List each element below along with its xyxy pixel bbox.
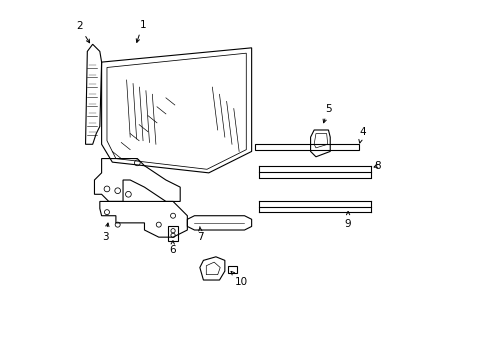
Text: 4: 4 — [358, 127, 365, 143]
Text: 6: 6 — [169, 241, 175, 255]
Text: 3: 3 — [102, 223, 109, 242]
Text: 7: 7 — [197, 226, 204, 242]
Text: 9: 9 — [344, 211, 351, 229]
Text: 10: 10 — [231, 271, 247, 287]
Text: 1: 1 — [136, 19, 146, 42]
Text: 8: 8 — [373, 161, 380, 171]
Text: 5: 5 — [323, 104, 331, 123]
Text: 2: 2 — [76, 21, 89, 43]
